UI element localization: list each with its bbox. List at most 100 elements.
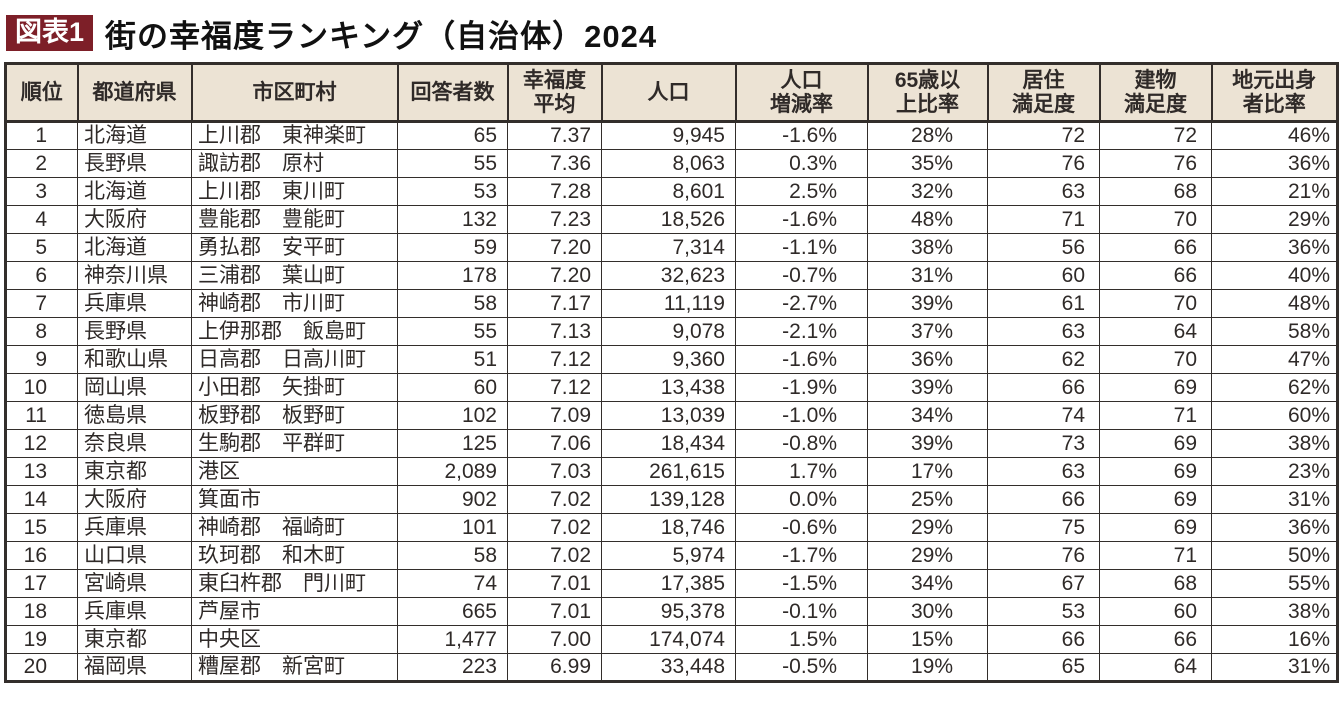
table-cell: 0.3% xyxy=(735,149,868,178)
table-cell: 13,039 xyxy=(601,401,736,430)
table-row: 13 東京都 港区 2,089 7.03 261,615 1.7% 17% 63 69 23% xyxy=(5,457,1338,486)
table-cell: 18,434 xyxy=(601,429,736,458)
table-cell: 岡山県 xyxy=(77,373,192,402)
table-cell: -0.5% xyxy=(735,653,868,682)
table-cell: 9,945 xyxy=(601,121,736,150)
table-cell: 66 xyxy=(987,625,1100,654)
table-cell: 7.20 xyxy=(507,261,602,290)
table-cell: 74 xyxy=(397,569,508,598)
table-cell: 港区 xyxy=(191,457,398,486)
table-cell: 71 xyxy=(987,205,1100,234)
column-header: 市区町村 xyxy=(190,62,399,123)
table-cell: 7.28 xyxy=(507,177,602,206)
table-cell: 102 xyxy=(397,401,508,430)
table-cell: 33,448 xyxy=(601,653,736,682)
table-cell: 宮崎県 xyxy=(77,569,192,598)
table-cell: 69 xyxy=(1099,513,1212,542)
table-cell: 63 xyxy=(987,317,1100,346)
table-cell: 16 xyxy=(5,541,78,570)
table-cell: 101 xyxy=(397,513,508,542)
table-cell: 大阪府 xyxy=(77,205,192,234)
table-cell: 兵庫県 xyxy=(77,597,192,626)
figure-header: 図表1 街の幸福度ランキング（自治体）2024 xyxy=(0,0,1340,62)
table-cell: -2.1% xyxy=(735,317,868,346)
table-cell: 31% xyxy=(867,261,988,290)
table-cell: 東臼杵郡 門川町 xyxy=(191,569,398,598)
table-cell: 18,746 xyxy=(601,513,736,542)
table-cell: 59 xyxy=(397,233,508,262)
table-cell: 36% xyxy=(1211,233,1338,262)
table-cell: 38% xyxy=(1211,597,1338,626)
table-cell: 小田郡 矢掛町 xyxy=(191,373,398,402)
table-row: 15 兵庫県 神崎郡 福崎町 101 7.02 18,746 -0.6% 29% 75 69 36% xyxy=(5,513,1338,542)
column-header: 都道府県 xyxy=(76,62,193,123)
table-cell: 神奈川県 xyxy=(77,261,192,290)
table-row: 11 徳島県 板野郡 板野町 102 7.09 13,039 -1.0% 34% 74 71 60% xyxy=(5,401,1338,430)
table-cell: 73 xyxy=(987,429,1100,458)
table-cell: 6 xyxy=(5,261,78,290)
table-cell: 箕面市 xyxy=(191,485,398,514)
table-cell: 7.01 xyxy=(507,569,602,598)
table-cell: 東京都 xyxy=(77,457,192,486)
table-cell: 徳島県 xyxy=(77,401,192,430)
table-cell: 56 xyxy=(987,233,1100,262)
table-cell: 38% xyxy=(1211,429,1338,458)
table-cell: 174,074 xyxy=(601,625,736,654)
table-row: 10 岡山県 小田郡 矢掛町 60 7.12 13,438 -1.9% 39% 66 69 62% xyxy=(5,373,1338,402)
table-cell: 60 xyxy=(397,373,508,402)
table-cell: 三浦郡 葉山町 xyxy=(191,261,398,290)
column-header: 65歳以 上比率 xyxy=(866,62,989,123)
table-cell: 48% xyxy=(1211,289,1338,318)
table-cell: 東京都 xyxy=(77,625,192,654)
header-row: 順位 都道府県 市区町村 回答者数 幸福度 平均 人口 人口 増減率 65歳以 上比率 居住 満… xyxy=(4,62,1339,123)
table-cell: 53 xyxy=(987,597,1100,626)
table-cell: 7.12 xyxy=(507,373,602,402)
table-cell: 71 xyxy=(1099,541,1212,570)
table-cell: 10 xyxy=(5,373,78,402)
table-cell: 18 xyxy=(5,597,78,626)
figure-badge: 図表1 xyxy=(6,14,94,52)
table-cell: 2 xyxy=(5,149,78,178)
table-cell: 長野県 xyxy=(77,149,192,178)
table-cell: 16% xyxy=(1211,625,1338,654)
table-cell: 豊能郡 豊能町 xyxy=(191,205,398,234)
table-cell: 0.0% xyxy=(735,485,868,514)
table-cell: 50% xyxy=(1211,541,1338,570)
table-cell: 223 xyxy=(397,653,508,682)
table-cell: 75 xyxy=(987,513,1100,542)
table-cell: 20 xyxy=(5,653,78,682)
table-cell: 39% xyxy=(867,429,988,458)
table-row: 18 兵庫県 芦屋市 665 7.01 95,378 -0.1% 30% 53 60 38% xyxy=(5,597,1338,626)
table-cell: -2.7% xyxy=(735,289,868,318)
table-cell: 7.12 xyxy=(507,345,602,374)
table-cell: -1.6% xyxy=(735,345,868,374)
page-title: 街の幸福度ランキング（自治体）2024 xyxy=(105,18,658,54)
table-cell: 31% xyxy=(1211,485,1338,514)
table-cell: 和歌山県 xyxy=(77,345,192,374)
table-cell: 8,063 xyxy=(601,149,736,178)
table-cell: 7.03 xyxy=(507,457,602,486)
table-cell: 70 xyxy=(1099,205,1212,234)
table-cell: 15% xyxy=(867,625,988,654)
table-cell: 58% xyxy=(1211,317,1338,346)
table-cell: 261,615 xyxy=(601,457,736,486)
table-cell: 4 xyxy=(5,205,78,234)
table-cell: 69 xyxy=(1099,485,1212,514)
table-row: 7 兵庫県 神崎郡 市川町 58 7.17 11,119 -2.7% 39% 61 70 48% xyxy=(5,289,1338,318)
table-cell: 7.36 xyxy=(507,149,602,178)
table-cell: -0.7% xyxy=(735,261,868,290)
table-cell: 1.5% xyxy=(735,625,868,654)
table-cell: 23% xyxy=(1211,457,1338,486)
table-cell: 14 xyxy=(5,485,78,514)
table-cell: 7.06 xyxy=(507,429,602,458)
table-cell: 長野県 xyxy=(77,317,192,346)
table-cell: 玖珂郡 和木町 xyxy=(191,541,398,570)
table-cell: 5,974 xyxy=(601,541,736,570)
table-cell: 37% xyxy=(867,317,988,346)
table-cell: 7.09 xyxy=(507,401,602,430)
table-cell: 55 xyxy=(397,149,508,178)
table-cell: 北海道 xyxy=(77,121,192,150)
table-cell: 諏訪郡 原村 xyxy=(191,149,398,178)
table-cell: 139,128 xyxy=(601,485,736,514)
table-cell: 11 xyxy=(5,401,78,430)
